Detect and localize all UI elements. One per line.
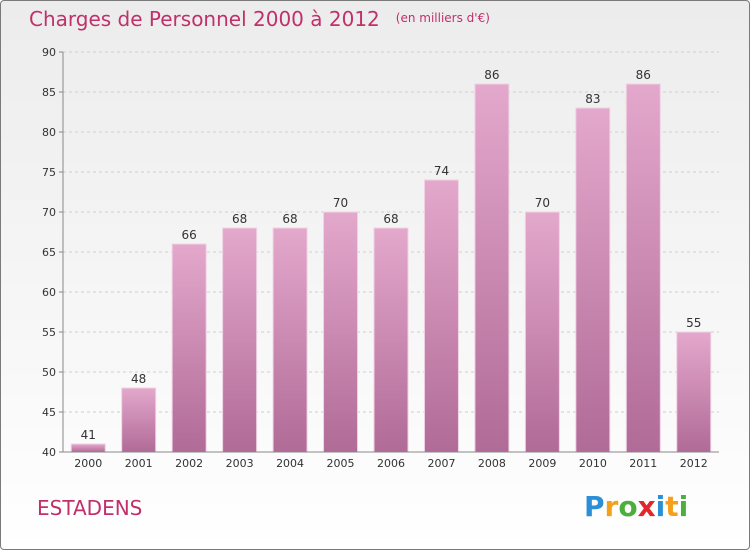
bar bbox=[222, 227, 258, 453]
bar bbox=[474, 83, 510, 453]
y-tick-label: 75 bbox=[42, 166, 56, 179]
chart-title: Charges de Personnel 2000 à 2012 (en mill… bbox=[29, 7, 490, 31]
y-tick-label: 90 bbox=[42, 46, 56, 59]
logo-letter: P bbox=[584, 490, 605, 523]
y-tick-label: 60 bbox=[42, 286, 56, 299]
bar bbox=[272, 227, 308, 453]
y-tick-label: 40 bbox=[42, 446, 56, 459]
logo-letter: o bbox=[618, 490, 638, 523]
x-tick-label: 2004 bbox=[276, 457, 304, 470]
bar-value-label: 68 bbox=[282, 212, 297, 226]
y-tick-label: 85 bbox=[42, 86, 56, 99]
bar bbox=[575, 107, 611, 453]
bar-value-label: 83 bbox=[585, 92, 600, 106]
chart-unit: (en milliers d'€) bbox=[395, 11, 490, 25]
x-tick-label: 2008 bbox=[478, 457, 506, 470]
x-tick-label: 2011 bbox=[629, 457, 657, 470]
bar bbox=[171, 243, 207, 453]
bar-value-label: 74 bbox=[434, 164, 449, 178]
bar-value-label: 68 bbox=[383, 212, 398, 226]
x-tick-label: 2012 bbox=[680, 457, 708, 470]
x-tick-label: 2002 bbox=[175, 457, 203, 470]
x-tick-label: 2009 bbox=[528, 457, 556, 470]
x-tick-label: 2001 bbox=[125, 457, 153, 470]
y-tick-label: 45 bbox=[42, 406, 56, 419]
y-tick-label: 50 bbox=[42, 366, 56, 379]
bar bbox=[323, 211, 359, 453]
chart-title-text: Charges de Personnel 2000 à 2012 bbox=[29, 7, 380, 31]
x-tick-label: 2006 bbox=[377, 457, 405, 470]
bar-value-label: 55 bbox=[686, 316, 701, 330]
y-tick-label: 70 bbox=[42, 206, 56, 219]
bar-value-label: 70 bbox=[535, 196, 550, 210]
bar-value-label: 86 bbox=[484, 68, 499, 82]
proxiti-logo: Proxiti bbox=[584, 490, 688, 523]
x-tick-label: 2003 bbox=[226, 457, 254, 470]
bar bbox=[373, 227, 409, 453]
bar bbox=[676, 331, 712, 453]
logo-letter: r bbox=[604, 490, 619, 523]
x-tick-label: 2010 bbox=[579, 457, 607, 470]
bar-value-label: 48 bbox=[131, 372, 146, 386]
bar bbox=[70, 443, 106, 453]
bar bbox=[121, 387, 157, 453]
logo-letter: x bbox=[637, 490, 656, 523]
bar-value-label: 70 bbox=[333, 196, 348, 210]
logo-letter: t bbox=[665, 490, 679, 523]
y-tick-label: 55 bbox=[42, 326, 56, 339]
y-tick-label: 80 bbox=[42, 126, 56, 139]
x-tick-label: 2007 bbox=[427, 457, 455, 470]
bar-value-label: 86 bbox=[636, 68, 651, 82]
y-tick-label: 65 bbox=[42, 246, 56, 259]
city-name: ESTADENS bbox=[37, 496, 143, 520]
bar bbox=[625, 83, 661, 453]
bar-value-label: 41 bbox=[81, 428, 96, 442]
x-tick-label: 2000 bbox=[74, 457, 102, 470]
bar bbox=[423, 179, 459, 453]
logo-letter: i bbox=[678, 490, 689, 523]
bar-value-label: 66 bbox=[182, 228, 197, 242]
x-tick-label: 2005 bbox=[327, 457, 355, 470]
logo-letter: i bbox=[655, 490, 666, 523]
bar bbox=[524, 211, 560, 453]
bar-value-label: 68 bbox=[232, 212, 247, 226]
